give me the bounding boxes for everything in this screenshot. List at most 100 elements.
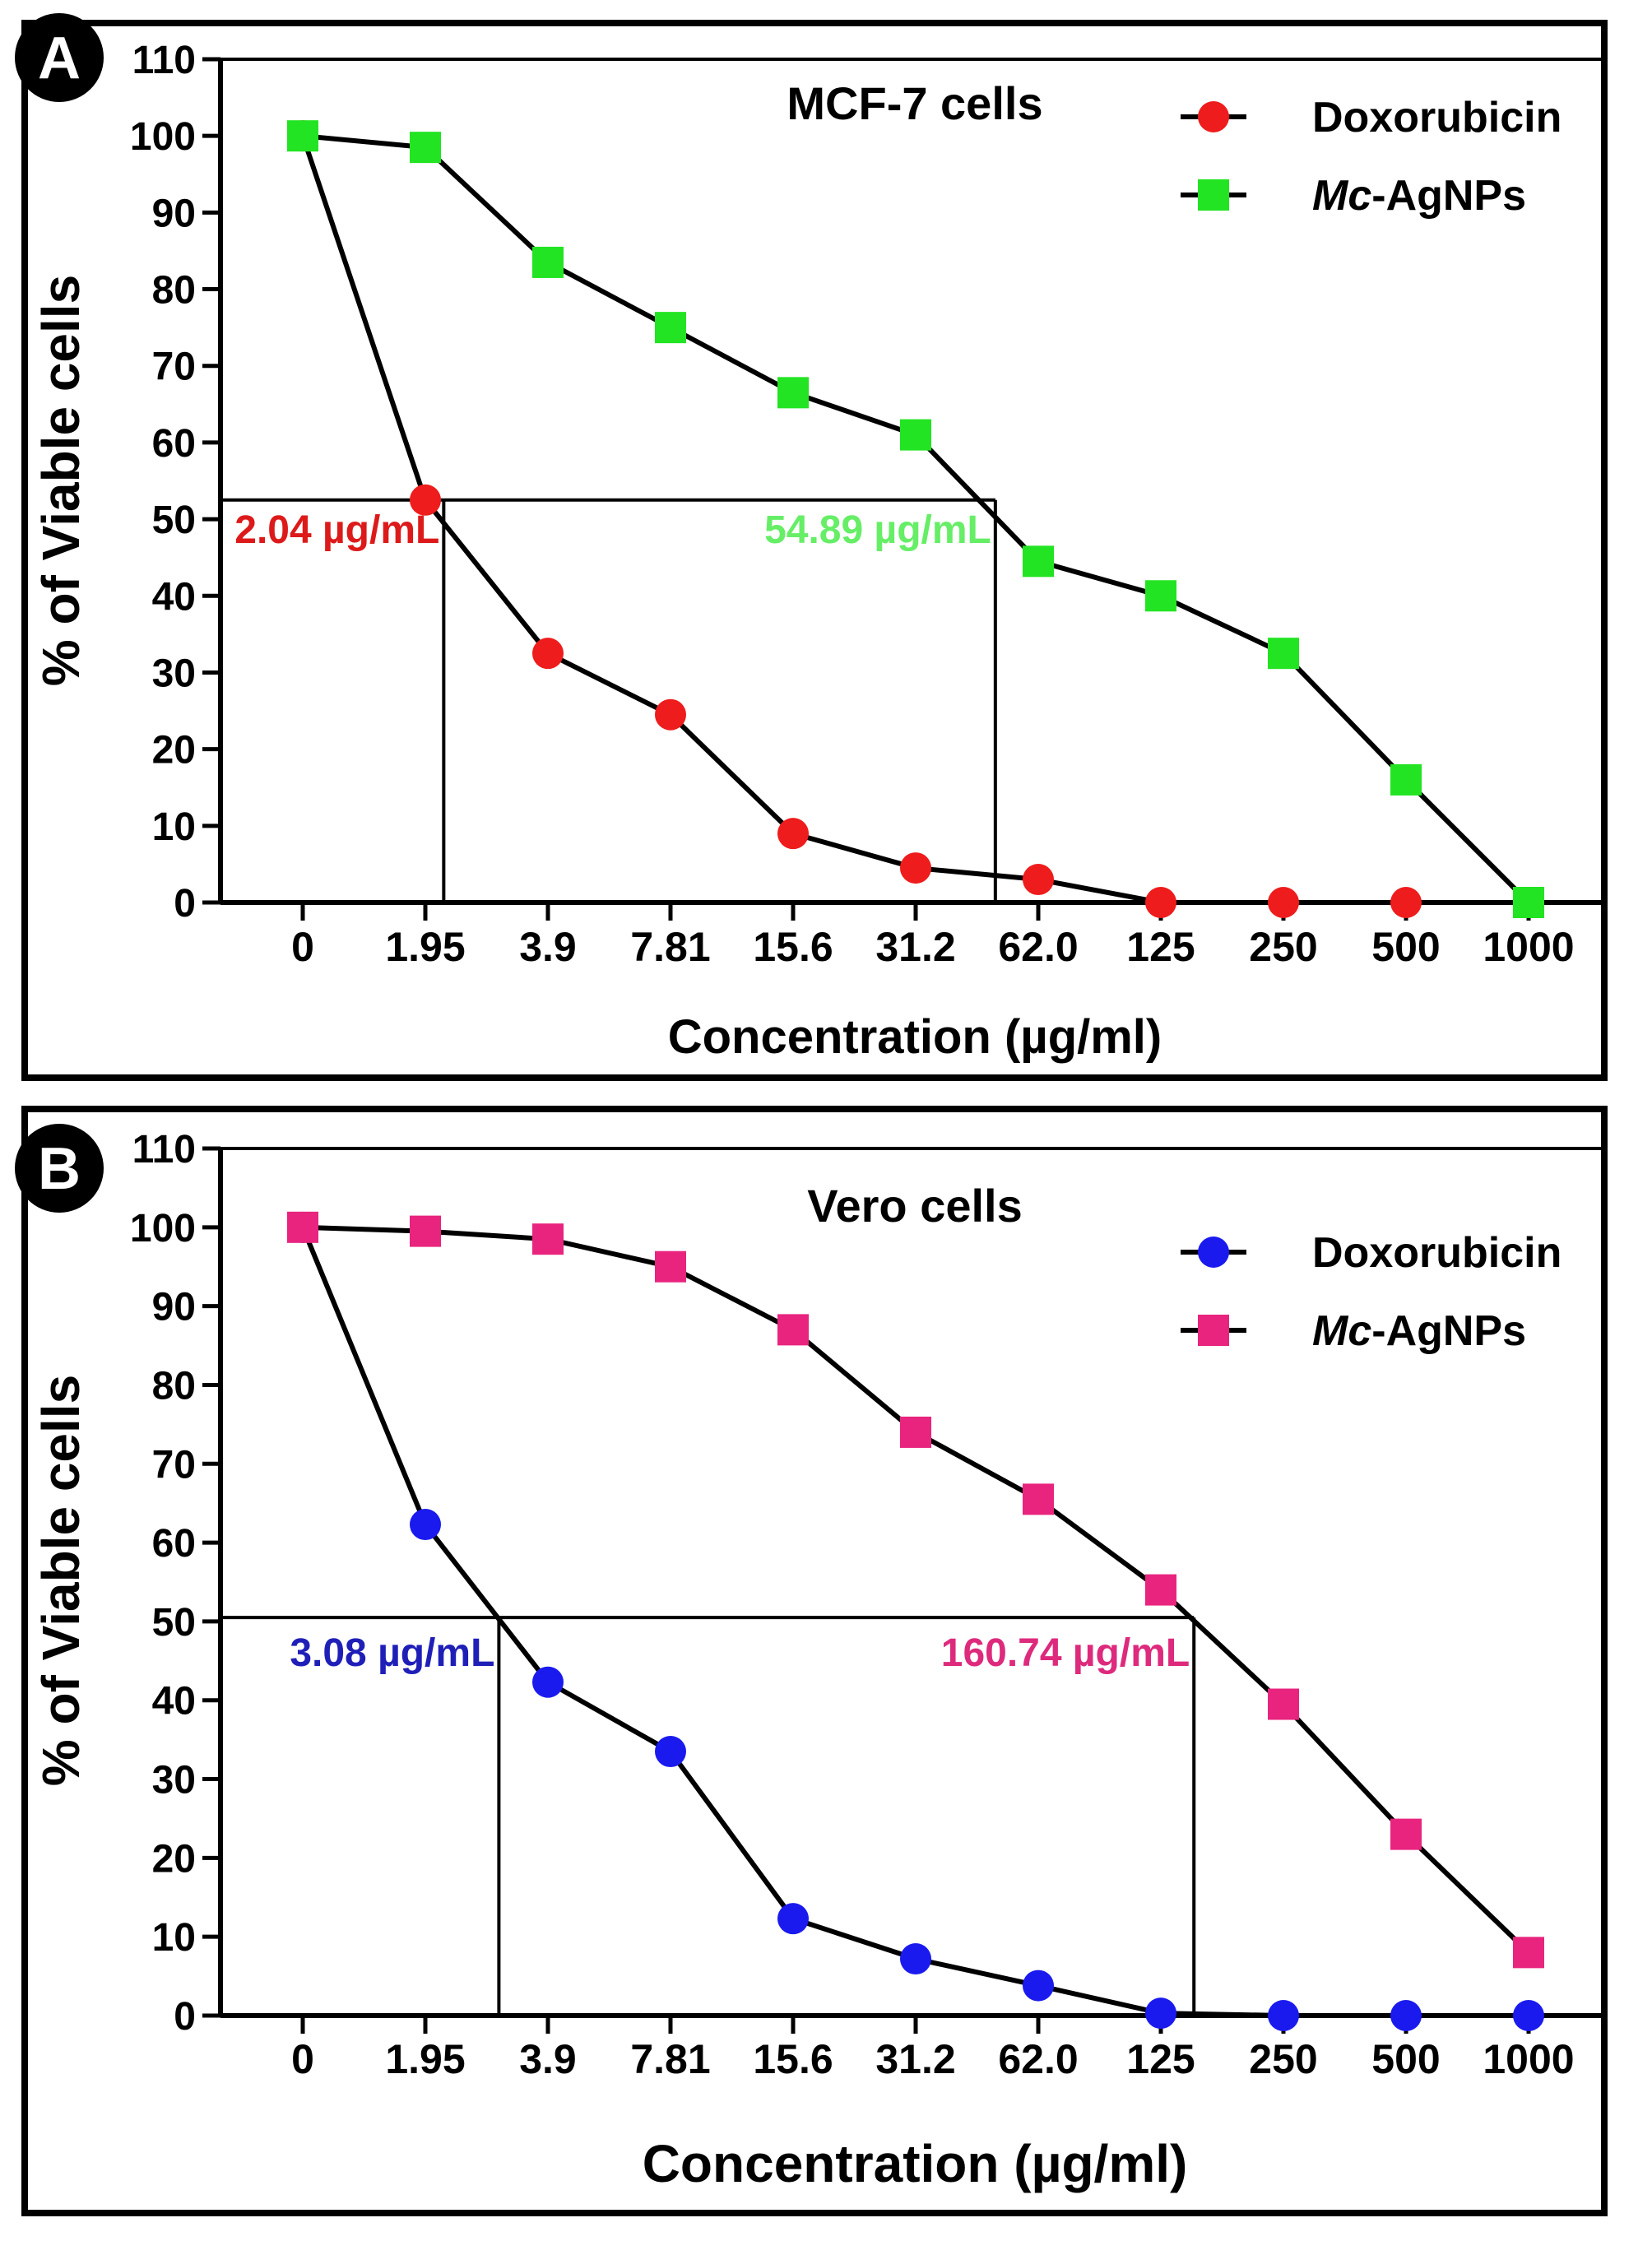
panel-a: 0 10 20 30 40 50 60 70 80 90 100 110 0 1.95 3.9 7.81 15.… — [15, 13, 1608, 1081]
y-tick-label: 0 — [174, 1995, 196, 2039]
y-tick-label: 20 — [152, 1837, 196, 1881]
data-point-square — [1023, 1483, 1054, 1515]
data-point-circle — [1390, 2000, 1422, 2031]
data-point-square — [532, 246, 564, 278]
panel-badge — [15, 13, 104, 102]
legend-marker-circle — [1198, 1236, 1229, 1268]
data-point-circle — [655, 698, 686, 731]
data-point-square — [1390, 763, 1422, 796]
x-tick-label: 31.2 — [875, 924, 955, 970]
data-point-circle — [410, 484, 441, 516]
data-point-circle — [1145, 887, 1176, 918]
y-tick-label: 80 — [152, 269, 196, 313]
data-point-square — [287, 120, 318, 152]
y-tick-label: 30 — [152, 1759, 196, 1803]
data-point-square — [532, 1223, 564, 1255]
legend-marker-square — [1198, 179, 1229, 211]
x-tick-label: 62.0 — [998, 2036, 1078, 2082]
legend-marker-square — [1198, 1315, 1229, 1346]
panel-badge-label: B — [38, 1136, 81, 1202]
x-tick-label: 500 — [1371, 2036, 1440, 2082]
data-point-square — [777, 377, 809, 409]
y-axis-label: % of Viable cells — [31, 1375, 90, 1786]
ic50-label: 2.04 µg/mL — [234, 508, 439, 552]
data-point-square — [900, 1416, 931, 1448]
data-point-circle — [1513, 2000, 1544, 2031]
chart-title: MCF-7 cells — [787, 77, 1042, 129]
x-tick-label: 125 — [1126, 2036, 1195, 2082]
ic50-label: 54.89 µg/mL — [764, 508, 991, 552]
data-point-circle — [655, 1736, 686, 1768]
data-point-circle — [1023, 864, 1054, 896]
legend-label: Doxorubicin — [1312, 94, 1562, 142]
data-point-circle — [532, 638, 564, 670]
y-tick-label: 90 — [152, 192, 196, 235]
y-tick-label: 100 — [130, 115, 196, 159]
data-point-circle — [1023, 1970, 1054, 2002]
y-tick-label: 60 — [152, 422, 196, 466]
x-tick-label: 250 — [1249, 924, 1317, 970]
x-tick-label: 0 — [291, 2036, 314, 2082]
y-tick-label: 10 — [152, 805, 196, 849]
data-point-square — [1513, 1937, 1544, 1969]
x-tick-label: 1.95 — [385, 2036, 465, 2082]
data-point-circle — [1268, 2000, 1299, 2031]
y-tick-label: 40 — [152, 1680, 196, 1724]
data-point-circle — [1268, 887, 1299, 918]
data-point-circle — [900, 852, 931, 884]
x-tick-label: 15.6 — [753, 924, 833, 970]
x-tick-label: 1.95 — [385, 924, 465, 970]
x-tick-label: 1000 — [1483, 2036, 1574, 2082]
y-tick-label: 70 — [152, 1443, 196, 1487]
y-tick-label: 20 — [152, 729, 196, 773]
data-point-square — [1268, 1688, 1299, 1720]
data-point-square — [1145, 1574, 1176, 1606]
x-axis-label: Concentration (µg/ml) — [668, 1010, 1162, 1064]
legend-marker-circle — [1198, 101, 1229, 132]
ic50-label: 160.74 µg/mL — [941, 1631, 1190, 1675]
data-point-square — [410, 132, 441, 164]
panel-b: 0 10 20 30 40 50 60 70 80 90 100 110 0 1.95 3.9 7.81 15.… — [15, 1106, 1608, 2216]
x-tick-label: 3.9 — [519, 924, 577, 970]
data-point-circle — [777, 1903, 809, 1935]
x-tick-label: 0 — [291, 924, 314, 970]
data-point-square — [777, 1314, 809, 1346]
data-point-square — [1145, 580, 1176, 612]
data-point-circle — [1390, 887, 1422, 918]
panel-badge — [15, 1124, 104, 1213]
y-tick-label: 30 — [152, 652, 196, 695]
chart-title: Vero cells — [807, 1180, 1023, 1232]
panel-frame — [21, 20, 1608, 1081]
data-point-square — [655, 312, 686, 344]
y-tick-label: 70 — [152, 346, 196, 389]
data-point-square — [287, 1211, 318, 1243]
y-tick-label: 50 — [152, 499, 196, 542]
x-tick-label: 250 — [1249, 2036, 1317, 2082]
panel-frame — [21, 1106, 1608, 2216]
panel-badge-label: A — [38, 26, 81, 91]
y-tick-label: 10 — [152, 1916, 196, 1960]
ic50-label: 3.08 µg/mL — [290, 1631, 494, 1675]
legend-label: Doxorubicin — [1312, 1229, 1562, 1277]
x-axis-label: Concentration (µg/ml) — [643, 2134, 1188, 2193]
data-point-circle — [900, 1943, 931, 1975]
data-point-circle — [410, 1509, 441, 1541]
x-tick-label: 31.2 — [875, 2036, 955, 2082]
x-tick-label: 7.81 — [630, 924, 710, 970]
y-tick-label: 100 — [130, 1207, 196, 1250]
data-point-square — [410, 1215, 441, 1247]
x-tick-label: 7.81 — [630, 2036, 710, 2082]
data-point-square — [1268, 638, 1299, 670]
data-point-square — [1390, 1818, 1422, 1850]
data-point-square — [655, 1250, 686, 1283]
data-point-square — [900, 419, 931, 451]
data-point-square — [1023, 545, 1054, 578]
y-tick-label: 90 — [152, 1286, 196, 1329]
legend-label: Mc-AgNPs — [1312, 172, 1526, 220]
y-tick-label: 110 — [132, 39, 196, 82]
x-tick-label: 62.0 — [998, 924, 1078, 970]
y-tick-label: 0 — [174, 882, 196, 926]
legend-label: Mc-AgNPs — [1312, 1307, 1526, 1355]
y-axis-label: % of Viable cells — [31, 275, 90, 686]
